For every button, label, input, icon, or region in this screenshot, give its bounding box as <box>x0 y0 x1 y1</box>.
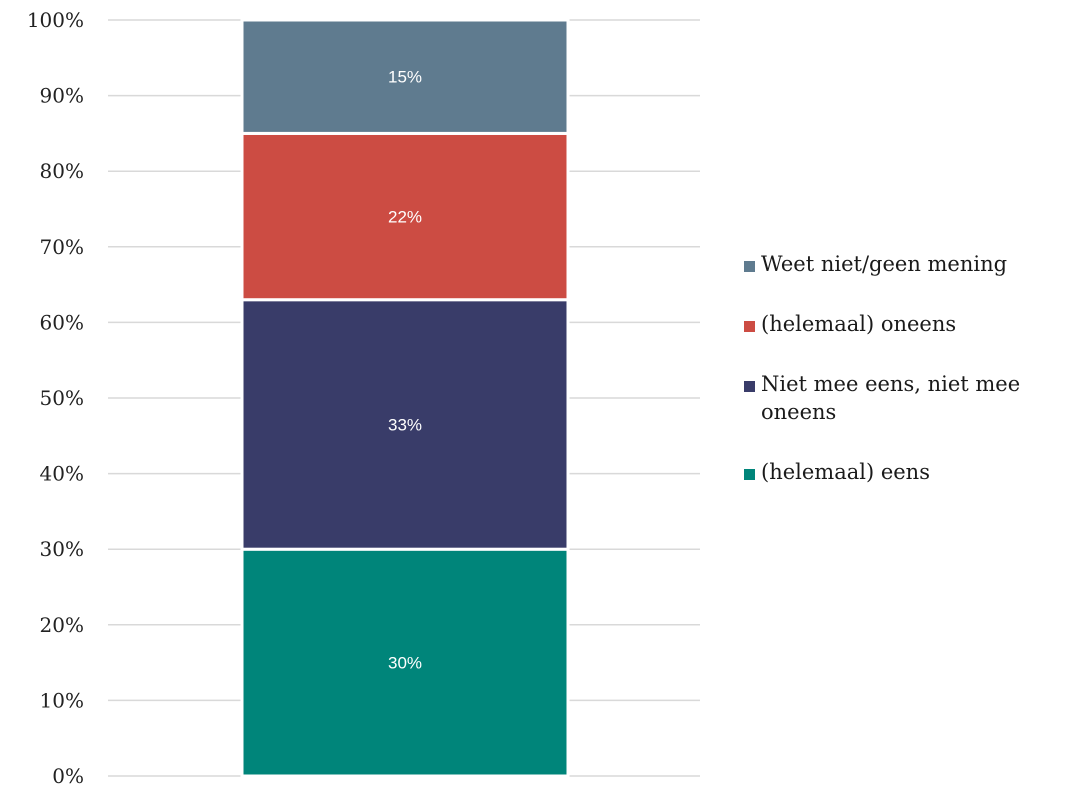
legend-swatch <box>744 261 755 272</box>
bar-segment-0 <box>240 547 570 778</box>
legend: Weet niet/geen mening (helemaal) oneens Ni… <box>744 250 1054 518</box>
y-tick-label: 20% <box>40 613 84 637</box>
y-tick-label: 90% <box>40 84 84 108</box>
legend-item: Weet niet/geen mening <box>744 250 1054 278</box>
y-tick-label: 0% <box>52 764 84 785</box>
y-axis: 0% 10% 20% 30% 40% 50% 60% 70% 80% 90% 100% <box>27 8 84 785</box>
y-tick-label: 40% <box>40 462 84 486</box>
legend-label: Weet niet/geen mening <box>761 252 1008 276</box>
bar-segment-1 <box>240 298 570 551</box>
legend-label: (helemaal) oneens <box>761 312 957 336</box>
data-label-0: 30% <box>388 654 422 673</box>
legend-item: (helemaal) eens <box>744 458 1054 486</box>
y-tick-label: 70% <box>40 235 84 259</box>
legend-item: Niet mee eens, niet mee oneens <box>744 370 1054 426</box>
legend-swatch <box>744 321 755 332</box>
y-tick-label: 10% <box>40 688 84 712</box>
legend-item: (helemaal) oneens <box>744 310 1054 338</box>
legend-swatch <box>744 469 755 480</box>
y-tick-label: 60% <box>40 310 84 334</box>
legend-label: Niet mee eens, niet mee oneens <box>761 372 1021 424</box>
bar-segment-3 <box>240 18 570 135</box>
legend-swatch <box>744 381 755 392</box>
legend-label: (helemaal) eens <box>761 460 930 484</box>
bar-segments <box>240 18 570 778</box>
bar-segment-2 <box>240 131 570 302</box>
data-labels: 30% 33% 22% 15% <box>388 68 422 673</box>
y-tick-label: 50% <box>40 386 84 410</box>
data-label-1: 33% <box>388 415 422 434</box>
y-tick-label: 100% <box>27 8 84 32</box>
y-tick-label: 30% <box>40 537 84 561</box>
y-tick-label: 80% <box>40 159 84 183</box>
data-label-2: 22% <box>388 208 422 227</box>
data-label-3: 15% <box>388 68 422 87</box>
